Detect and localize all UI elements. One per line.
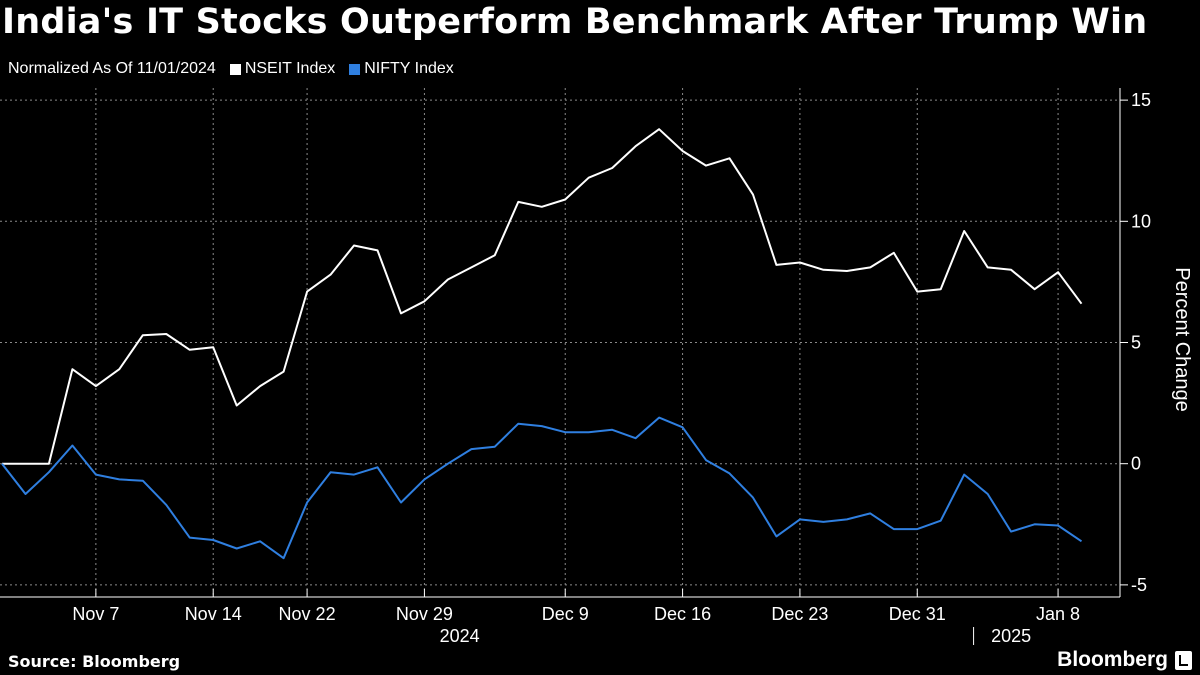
legend: Normalized As Of 11/01/2024 NSEIT Index … <box>8 60 454 78</box>
x-tick-label: Dec 16 <box>654 604 711 624</box>
normalization-note: Normalized As Of 11/01/2024 <box>8 60 216 77</box>
year-label: 2025 <box>991 626 1031 646</box>
x-tick-label: Dec 9 <box>542 604 589 624</box>
y-tick-label: 15 <box>1131 90 1151 110</box>
nseit-legend-label: NSEIT Index <box>244 60 336 77</box>
bloomberg-logo-icon <box>1175 651 1192 670</box>
nifty-series-line <box>1 416 1083 560</box>
nifty-legend-label: NIFTY Index <box>364 60 454 77</box>
nifty-legend-swatch <box>349 63 361 75</box>
nseit-legend-swatch <box>229 63 241 75</box>
x-tick-label: Nov 22 <box>279 604 336 624</box>
y-tick-label: 0 <box>1131 454 1141 474</box>
x-tick-label: Dec 23 <box>771 604 828 624</box>
source-note: Source: Bloomberg <box>8 652 181 671</box>
year-label: 2024 <box>440 626 480 646</box>
bloomberg-logo-text: Bloomberg <box>1057 648 1168 671</box>
y-axis-label: Percent Change <box>1171 267 1193 412</box>
y-tick-label: 5 <box>1131 333 1141 353</box>
x-tick-label: Nov 7 <box>72 604 119 624</box>
y-tick-label: 10 <box>1131 211 1151 231</box>
nseit-series-line <box>2 128 1083 465</box>
x-tick-label: Jan 8 <box>1036 604 1080 624</box>
chart-title: India's IT Stocks Outperform Benchmark A… <box>2 2 1148 42</box>
y-tick-label: -5 <box>1131 575 1147 595</box>
x-tick-label: Nov 29 <box>396 604 453 624</box>
x-tick-label: Dec 31 <box>889 604 946 624</box>
x-tick-label: Nov 14 <box>185 604 242 624</box>
